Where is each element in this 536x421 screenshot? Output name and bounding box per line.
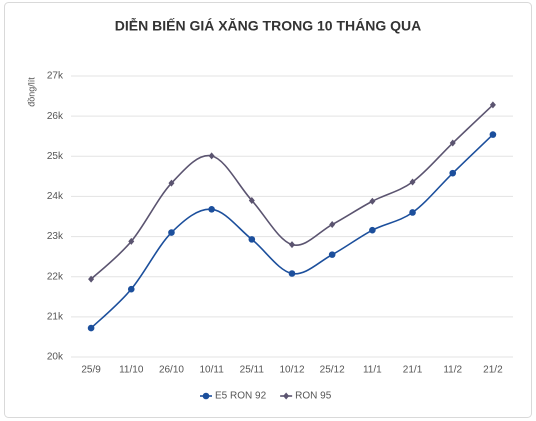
y-tick-label: 27k xyxy=(47,71,64,82)
point xyxy=(449,169,457,177)
y-tick-label: 23k xyxy=(47,231,64,242)
legend-label: RON 95 xyxy=(295,391,332,402)
point xyxy=(87,324,95,332)
point xyxy=(208,205,215,213)
point xyxy=(168,229,175,236)
y-tick-label: 22k xyxy=(47,271,64,282)
point xyxy=(328,251,336,258)
x-tick-label: 25/9 xyxy=(81,365,101,376)
x-tick-label: 21/1 xyxy=(403,365,423,376)
point xyxy=(489,101,496,109)
x-tick-label: 25/11 xyxy=(240,365,265,376)
x-tick-label: 10/12 xyxy=(279,365,304,376)
legend-marker xyxy=(283,392,290,400)
y-tick-label: 20k xyxy=(47,352,64,363)
x-tick-label: 21/2 xyxy=(483,365,503,376)
chart-title: DIỄN BIẾN GIÁ XĂNG TRONG 10 THÁNG QUA xyxy=(115,18,421,34)
x-tick-label: 25/12 xyxy=(320,365,345,376)
x-tick-label: 26/10 xyxy=(159,365,184,376)
point xyxy=(369,197,376,205)
point xyxy=(288,270,296,277)
point xyxy=(409,178,416,186)
x-tick-label: 11/2 xyxy=(443,365,462,376)
y-axis-label: đồng/lít xyxy=(26,77,36,107)
point xyxy=(289,241,295,249)
x-tick-label: 11/10 xyxy=(119,365,144,376)
point xyxy=(128,237,135,245)
y-tick-label: 25k xyxy=(47,151,64,162)
point xyxy=(208,152,215,160)
point xyxy=(329,221,336,229)
y-tick-label: 26k xyxy=(47,111,64,122)
point xyxy=(248,236,256,243)
point xyxy=(489,131,497,138)
point xyxy=(248,196,255,204)
point xyxy=(409,209,416,216)
point xyxy=(369,226,376,234)
chart-frame xyxy=(4,2,532,418)
y-tick-label: 24k xyxy=(47,191,64,202)
point xyxy=(449,139,456,147)
legend-marker xyxy=(202,392,210,400)
legend-label: E5 RON 92 xyxy=(215,391,267,402)
x-tick-label: 11/1 xyxy=(363,365,382,376)
x-tick-label: 10/11 xyxy=(199,365,224,376)
point xyxy=(168,179,175,187)
point xyxy=(127,285,135,293)
point xyxy=(88,275,95,283)
y-tick-label: 21k xyxy=(47,311,64,322)
